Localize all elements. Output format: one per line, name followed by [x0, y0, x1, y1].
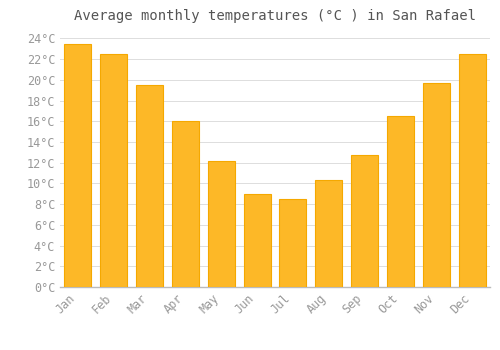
Bar [172, 121, 199, 287]
Title: Average monthly temperatures (°C ) in San Rafael: Average monthly temperatures (°C ) in Sa… [74, 9, 476, 23]
Bar [458, 54, 485, 287]
Bar [64, 43, 92, 287]
Bar [136, 85, 163, 287]
Bar [244, 194, 270, 287]
Bar [208, 161, 234, 287]
Bar [423, 83, 450, 287]
Bar [100, 54, 127, 287]
Bar [387, 116, 414, 287]
Bar [351, 155, 378, 287]
Bar [280, 199, 306, 287]
Bar [316, 180, 342, 287]
